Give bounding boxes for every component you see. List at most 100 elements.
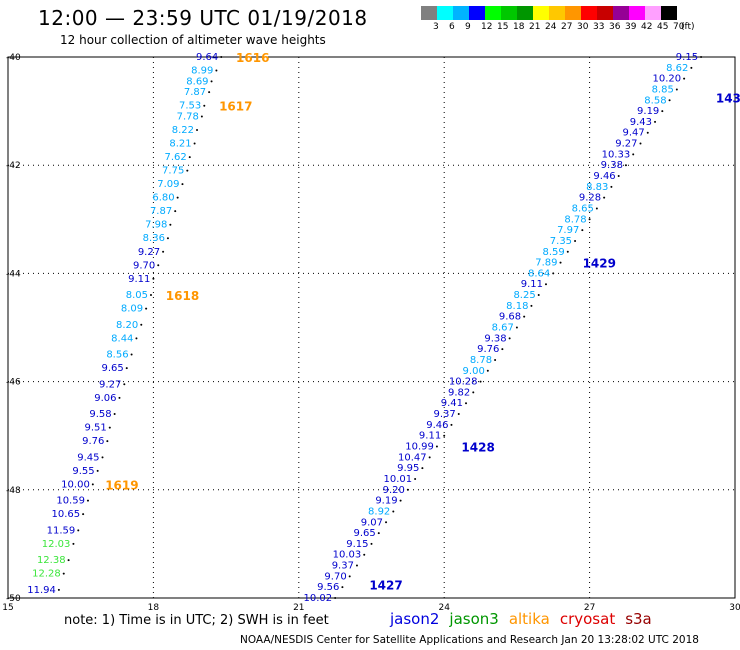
plot-frame xyxy=(7,56,736,599)
wave-height-label: 12.03 xyxy=(42,539,71,550)
track-dot xyxy=(566,250,569,253)
legend-label: 33 xyxy=(593,22,605,32)
y-tick-label: -50 xyxy=(6,594,21,604)
wave-height-label: 9.68 xyxy=(499,312,521,323)
track-dot xyxy=(501,348,504,351)
wave-height-label: 9.47 xyxy=(622,128,644,139)
wave-height-label: 8.36 xyxy=(143,233,165,244)
time-label: 1619 xyxy=(105,478,138,492)
wave-height-label: 10.00 xyxy=(61,479,90,490)
time-label: 1617 xyxy=(219,100,252,114)
legend-swatch xyxy=(645,6,661,20)
wave-height-label: 8.44 xyxy=(111,333,133,344)
track-dot xyxy=(494,358,497,361)
wave-height-label: 8.85 xyxy=(652,84,674,95)
x-tick-label: 21 xyxy=(293,603,304,613)
track-dot xyxy=(370,542,373,545)
track-dot xyxy=(210,80,213,83)
legend-swatch xyxy=(517,6,533,20)
legend-swatch xyxy=(629,6,645,20)
y-tick-label: -44 xyxy=(6,269,21,279)
track-dot xyxy=(57,588,60,591)
wave-height-label: 10.99 xyxy=(405,442,434,453)
wave-height-label: 10.33 xyxy=(602,149,631,160)
track-dot xyxy=(348,575,351,578)
track-dot xyxy=(186,169,189,172)
wave-height-label: 9.56 xyxy=(317,582,339,593)
wave-height-label: 9.28 xyxy=(579,193,601,204)
wave-height-label: 8.09 xyxy=(121,304,143,315)
track-dot xyxy=(668,99,671,102)
wave-height-label: 8.20 xyxy=(116,320,138,331)
wave-height-label: 9.95 xyxy=(397,463,419,474)
wave-height-label: 9.43 xyxy=(630,117,652,128)
wave-height-label: 9.38 xyxy=(484,333,506,344)
wave-height-label: 9.51 xyxy=(85,423,107,434)
track-dot xyxy=(574,239,577,242)
track-dot xyxy=(700,56,703,58)
wave-height-label: 7.75 xyxy=(162,166,184,177)
wave-height-label: 7.78 xyxy=(177,112,199,123)
legend-swatch xyxy=(565,6,581,20)
wave-height-label: 9.20 xyxy=(383,485,405,496)
legend-label: 42 xyxy=(641,22,653,32)
wave-height-label: 8.78 xyxy=(564,214,586,225)
note-text: note: 1) Time is in UTC; 2) SWH is in fe… xyxy=(64,613,329,628)
y-tick-label: -40 xyxy=(6,53,21,63)
legend-label: 39 xyxy=(625,22,637,32)
legend-label: 70 xyxy=(673,22,685,32)
wave-height-label: 6.80 xyxy=(152,193,174,204)
track-dot xyxy=(508,337,511,340)
wave-height-label: 8.62 xyxy=(666,63,688,74)
x-tick-label: 30 xyxy=(729,603,740,613)
satellite-altika: altika xyxy=(508,610,550,628)
wave-height-label: 10.47 xyxy=(398,452,427,463)
wave-height-label: 9.19 xyxy=(375,496,397,507)
wave-height-label: 9.27 xyxy=(615,139,637,150)
wave-height-label: 9.27 xyxy=(99,379,121,390)
track-dot xyxy=(530,304,533,307)
wave-height-label: 8.21 xyxy=(169,139,191,150)
time-label: 1427 xyxy=(369,578,402,592)
y-tick-label: -42 xyxy=(6,161,21,171)
legend-label: (ft) xyxy=(681,22,695,32)
track-dot xyxy=(385,521,388,524)
wave-height-label: 8.64 xyxy=(528,268,550,279)
wave-height-label: 9.15 xyxy=(676,52,698,63)
track-dot xyxy=(193,142,196,145)
wave-height-label: 9.06 xyxy=(94,393,116,404)
wave-height-label: 10.01 xyxy=(383,474,412,485)
wave-height-label: 8.65 xyxy=(572,203,594,214)
x-tick-label: 15 xyxy=(2,603,13,613)
wave-height-label: 8.18 xyxy=(506,301,528,312)
wave-height-label: 9.76 xyxy=(82,436,104,447)
track-dot xyxy=(149,294,152,297)
track-dot xyxy=(140,323,143,326)
track-dot xyxy=(135,337,138,340)
wave-height-label: 9.11 xyxy=(419,431,441,442)
track-dot xyxy=(188,156,191,159)
legend-swatch xyxy=(661,6,677,20)
legend-swatch xyxy=(597,6,613,20)
track-dot xyxy=(169,223,172,226)
wave-height-label: 9.65 xyxy=(101,363,123,374)
satellite-cryosat: cryosat xyxy=(559,610,616,628)
legend-swatch xyxy=(421,6,437,20)
wave-height-label: 8.59 xyxy=(543,247,565,258)
track-dot xyxy=(130,353,133,356)
track-dot xyxy=(414,477,417,480)
wave-height-label: 10.03 xyxy=(333,550,362,561)
track-dot xyxy=(523,315,526,318)
track-dot xyxy=(208,91,211,94)
track-dot xyxy=(67,559,70,562)
y-tick-label: -46 xyxy=(6,378,21,388)
wave-height-label: 9.19 xyxy=(637,106,659,117)
track-dot xyxy=(106,440,109,443)
track-dot xyxy=(86,499,89,502)
track-dot xyxy=(544,283,547,286)
track-dot xyxy=(203,104,206,107)
track-dot xyxy=(654,120,657,123)
track-dot xyxy=(421,467,424,470)
track-dot xyxy=(603,196,606,199)
